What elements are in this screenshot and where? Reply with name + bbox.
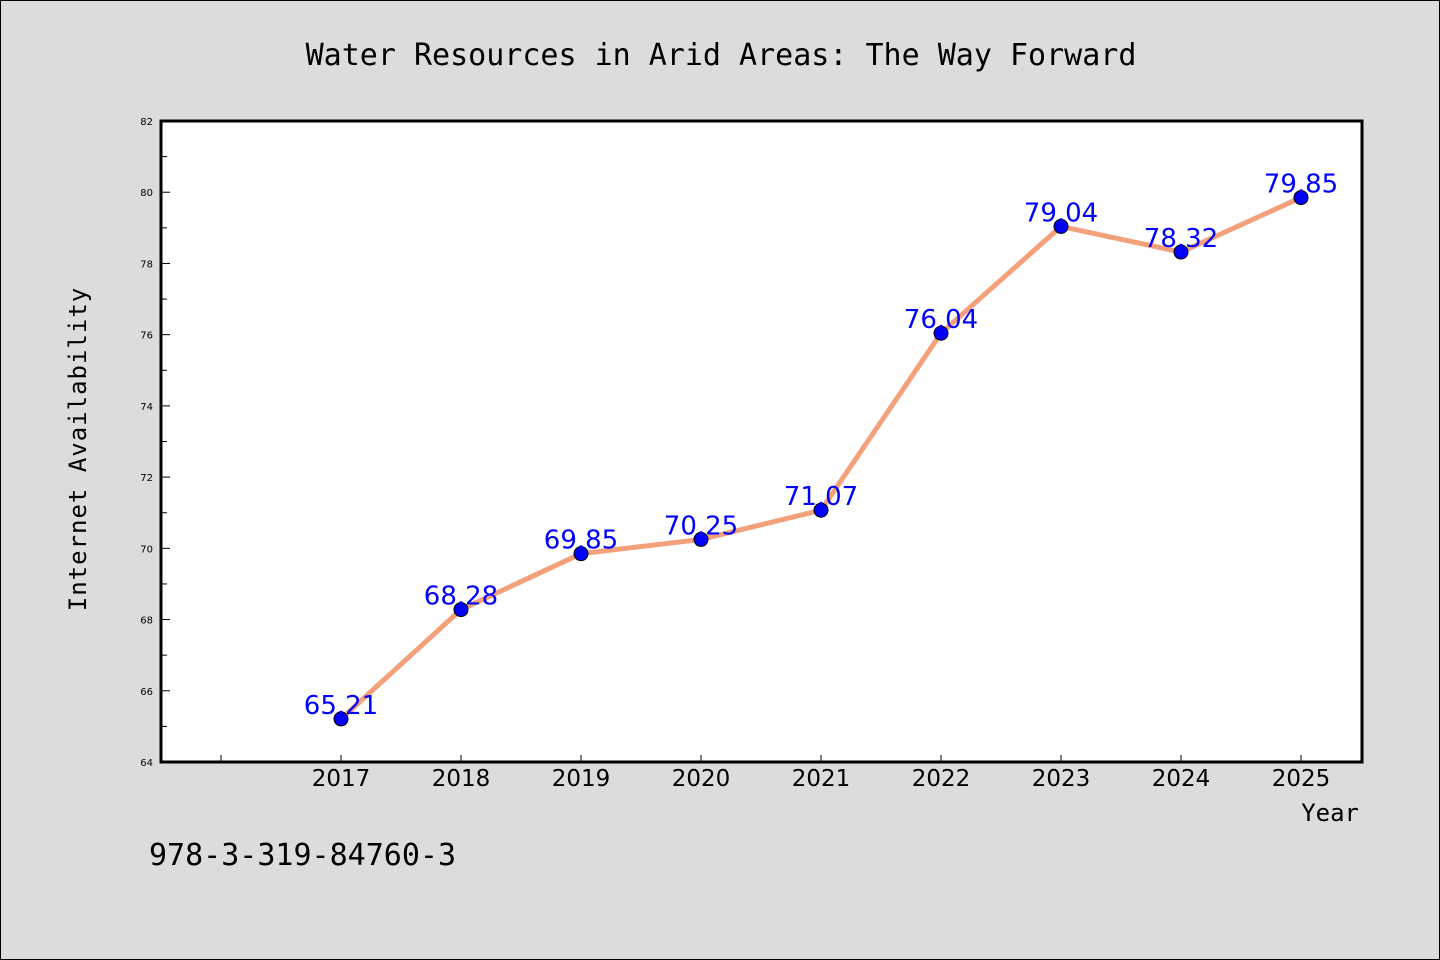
- data-point: [693, 531, 709, 547]
- x-tick-label: 2017: [312, 766, 371, 792]
- data-point: [1053, 218, 1069, 234]
- data-label: 68.28: [424, 582, 498, 612]
- data-point: [813, 502, 829, 518]
- isbn-annotation: 978-3-319-84760-3: [149, 838, 456, 873]
- data-label: 79.85: [1264, 170, 1338, 200]
- y-tick-label: 80: [140, 188, 153, 199]
- data-point: [1173, 244, 1189, 260]
- y-axis-label: Internet Availability: [64, 287, 92, 611]
- y-tick-label: 78: [140, 259, 153, 270]
- plot-frame: [159, 119, 1364, 764]
- data-label: 70.25: [664, 511, 738, 541]
- marker-layer: [333, 190, 1309, 727]
- data-point: [1293, 190, 1309, 206]
- y-tick-label: 82: [140, 117, 153, 128]
- ticks-layer: 64 66 68 70 72 74 76 78 80 82 2017 2018 2019 2020 2021…: [140, 117, 1330, 792]
- x-tick-label: 2025: [1272, 766, 1331, 792]
- y-tick-label: 70: [140, 544, 153, 555]
- data-point: [333, 711, 349, 727]
- y-tick-label: 76: [140, 331, 153, 342]
- data-label: 71.07: [784, 482, 858, 512]
- x-tick-label: 2019: [552, 766, 611, 792]
- x-tick-label: 2023: [1032, 766, 1091, 792]
- chart-title: Water Resources in Arid Areas: The Way F…: [306, 38, 1137, 73]
- x-tick-label: 2024: [1152, 766, 1211, 792]
- data-point: [453, 602, 469, 618]
- x-tick-label: 2018: [432, 766, 491, 792]
- x-axis-label: Year: [1301, 799, 1359, 827]
- data-point: [573, 546, 589, 562]
- label-layer: 65.21 68.28 69.85 70.25 71.07 76.04 79.04 78.32…: [304, 170, 1338, 721]
- data-point: [933, 325, 949, 341]
- y-tick-label: 68: [140, 616, 153, 627]
- x-tick-label: 2020: [672, 766, 731, 792]
- y-tick-label: 66: [140, 687, 153, 698]
- y-tick-label: 64: [140, 758, 153, 769]
- x-tick-label: 2021: [792, 766, 851, 792]
- data-label: 78.32: [1144, 224, 1218, 254]
- plot-area: [161, 121, 1362, 762]
- y-tick-label: 72: [140, 473, 153, 484]
- y-tick-label: 74: [140, 402, 153, 413]
- data-label: 65.21: [304, 691, 378, 721]
- x-tick-label: 2022: [912, 766, 971, 792]
- data-label: 79.04: [1024, 198, 1098, 228]
- data-label: 76.04: [904, 305, 978, 335]
- data-label: 69.85: [544, 526, 618, 556]
